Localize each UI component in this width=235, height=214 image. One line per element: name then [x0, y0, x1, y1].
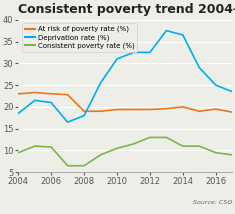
Text: Source: CSO: Source: CSO — [193, 200, 232, 205]
Text: Consistent poverty trend 2004-2017: Consistent poverty trend 2004-2017 — [18, 3, 235, 16]
Legend: At risk of poverty rate (%), Deprivation rate (%), Consistent poverty rate (%): At risk of poverty rate (%), Deprivation… — [22, 23, 137, 52]
